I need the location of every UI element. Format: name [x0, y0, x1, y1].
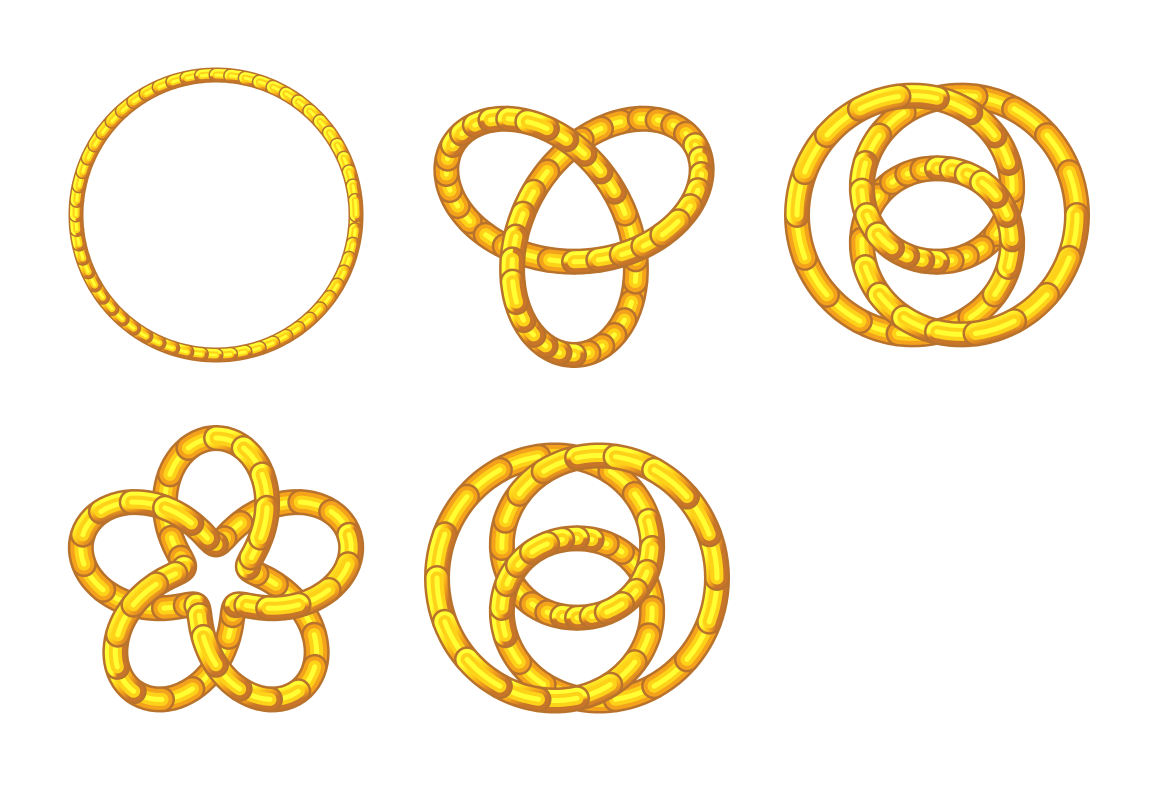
tube-segment: [201, 634, 219, 668]
tube-segment: [162, 505, 194, 526]
knot-unknot: [68, 67, 364, 363]
tube-segment: [258, 505, 270, 541]
tube-segment: [857, 94, 901, 112]
tube-segment: [353, 198, 358, 217]
tube-segment: [524, 119, 550, 132]
knot-figure-eight: [784, 82, 1090, 348]
tube-segment: [659, 218, 681, 238]
tube-segment: [265, 602, 302, 611]
tube-segment: [464, 656, 503, 689]
tube-segment: [973, 318, 1017, 336]
tube-segment: [651, 467, 690, 500]
tube-segment: [529, 541, 550, 555]
knot-trefoil: [433, 105, 715, 368]
tube-segment: [604, 601, 625, 615]
knot-cinquefoil: [67, 425, 365, 713]
tube-segment: [130, 581, 159, 608]
tube-segment: [875, 231, 895, 251]
tube-segment: [979, 179, 999, 199]
knot-three-twist: [424, 442, 730, 714]
tube-segment: [510, 279, 519, 305]
